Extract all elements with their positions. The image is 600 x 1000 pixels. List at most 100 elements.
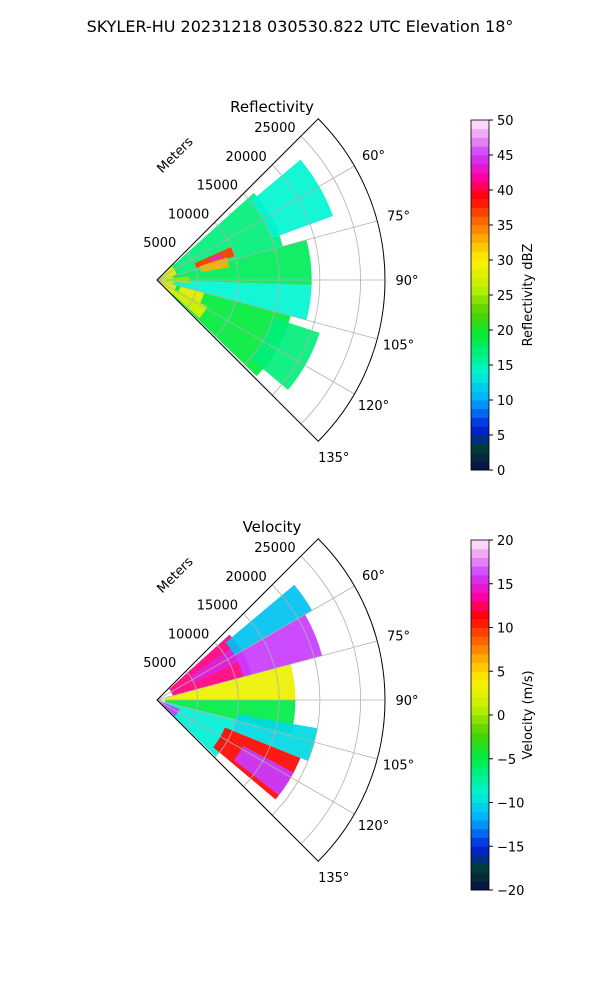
- colorbar-segment: [471, 338, 489, 348]
- colorbar-segment: [471, 242, 489, 252]
- colorbar-segment: [471, 137, 489, 147]
- colorbar-tick-label: 5: [497, 429, 505, 444]
- colorbar-tick-label: 25: [497, 289, 514, 304]
- panel-title: Velocity: [243, 518, 302, 536]
- colorbar-segment: [471, 321, 489, 331]
- colorbar-segment: [471, 741, 489, 751]
- data-region: [160, 701, 180, 717]
- colorbar: −20 −15 −10 −5 0 5 10 15 20 Velocity (m/s): [470, 534, 536, 899]
- grid-spoke: [156, 279, 355, 395]
- grid-spoke: [156, 585, 355, 701]
- colorbar-segment: [471, 610, 489, 620]
- grid-spoke: [156, 699, 355, 815]
- radial-tick-label: 15000: [197, 599, 238, 614]
- colorbar-segment: [471, 671, 489, 681]
- data-region: [233, 745, 294, 796]
- colorbar-tick-label: −5: [497, 753, 516, 768]
- colorbar-segment: [471, 207, 489, 217]
- data-region: [172, 239, 312, 286]
- colorbar-segment: [471, 732, 489, 742]
- radial-tick-label: 20000: [225, 570, 266, 585]
- radial-tick-label: 20000: [225, 150, 266, 165]
- angle-tick-label: 60°: [362, 569, 385, 584]
- colorbar-segment: [471, 190, 489, 200]
- radial-tick-label: 10000: [168, 627, 209, 642]
- colorbar-segment: [471, 373, 489, 383]
- colorbar-tick-label: 40: [497, 184, 514, 199]
- colorbar-segment: [471, 811, 489, 821]
- colorbar-segment: [471, 680, 489, 690]
- polar-panel-velocity: Velocity 5000 10000 15000 20000 25000 Meters 60…: [143, 518, 536, 899]
- colorbar-segment: [471, 540, 489, 550]
- data-region: [209, 254, 223, 262]
- colorbar-segment: [471, 400, 489, 410]
- polar-frame: [156, 118, 386, 442]
- colorbar-segment: [471, 802, 489, 812]
- colorbar-segment: [471, 662, 489, 672]
- colorbar-segment: [471, 872, 489, 882]
- radial-axis-label: Meters: [155, 554, 197, 596]
- colorbar-segment: [471, 837, 489, 847]
- colorbar-segment: [471, 583, 489, 593]
- colorbar-label: Reflectivity dBZ: [521, 244, 536, 347]
- colorbar-segment: [471, 251, 489, 261]
- angle-tick-label: 90°: [395, 694, 418, 709]
- colorbar-segment: [471, 128, 489, 138]
- colorbar-segment: [471, 767, 489, 777]
- radial-tick-label: 5000: [143, 656, 176, 671]
- radial-tick-label: 25000: [254, 121, 295, 136]
- colorbar-segment: [471, 120, 489, 130]
- angle-tick-label: 60°: [362, 149, 385, 164]
- colorbar-tick-label: 20: [497, 534, 514, 549]
- data-region: [250, 159, 333, 239]
- grid-spoke: [156, 220, 378, 281]
- radial-axis-label: Meters: [155, 134, 197, 176]
- polar-panel-reflectivity: Reflectivity 5000 10000 15000 20000 25000 Mete…: [143, 98, 536, 479]
- grid-spoke: [156, 165, 355, 281]
- colorbar-segment: [471, 426, 489, 436]
- colorbar-segment: [471, 785, 489, 795]
- data-region: [164, 664, 296, 700]
- colorbar-tick-label: 15: [497, 359, 514, 374]
- colorbar-segment: [471, 461, 489, 471]
- figure-title: SKYLER-HU 20231218 030530.822 UTC Elevat…: [87, 17, 514, 36]
- colorbar-segment: [471, 793, 489, 803]
- colorbar-segment: [471, 443, 489, 453]
- grid-spoke: [156, 640, 378, 701]
- colorbar-segment: [471, 697, 489, 707]
- colorbar-segment: [471, 163, 489, 173]
- angle-tick-label: 135°: [318, 871, 349, 886]
- data-region: [178, 286, 205, 303]
- colorbar-segment: [471, 653, 489, 663]
- polar-frame: [156, 538, 386, 862]
- colorbar-segment: [471, 181, 489, 191]
- colorbar-segment: [471, 776, 489, 786]
- colorbar-segment: [471, 155, 489, 165]
- radial-tick-label: 10000: [168, 207, 209, 222]
- colorbar-segment: [471, 548, 489, 558]
- colorbar-segment: [471, 723, 489, 733]
- angle-tick-label: 105°: [383, 339, 414, 354]
- colorbar-segment: [471, 636, 489, 646]
- colorbar-segment: [471, 286, 489, 296]
- colorbar-segment: [471, 881, 489, 891]
- colorbar-segment: [471, 566, 489, 576]
- colorbar-segment: [471, 828, 489, 838]
- angle-tick-label: 90°: [395, 274, 418, 289]
- colorbar-segment: [471, 356, 489, 366]
- colorbar-segment: [471, 172, 489, 182]
- colorbar-tick-label: 0: [497, 464, 505, 479]
- data-region: [172, 192, 283, 275]
- angle-tick-label: 120°: [358, 399, 389, 414]
- colorbar-segment: [471, 303, 489, 313]
- colorbar-tick-label: 45: [497, 149, 514, 164]
- grid-spoke: [156, 699, 378, 760]
- colorbar-segment: [471, 618, 489, 628]
- colorbar-segment: [471, 452, 489, 462]
- colorbar-segment: [471, 225, 489, 235]
- colorbar-segment: [471, 382, 489, 392]
- colorbar-segment: [471, 408, 489, 418]
- colorbar-segment: [471, 330, 489, 340]
- colorbar-segment: [471, 715, 489, 725]
- colorbar-segment: [471, 435, 489, 445]
